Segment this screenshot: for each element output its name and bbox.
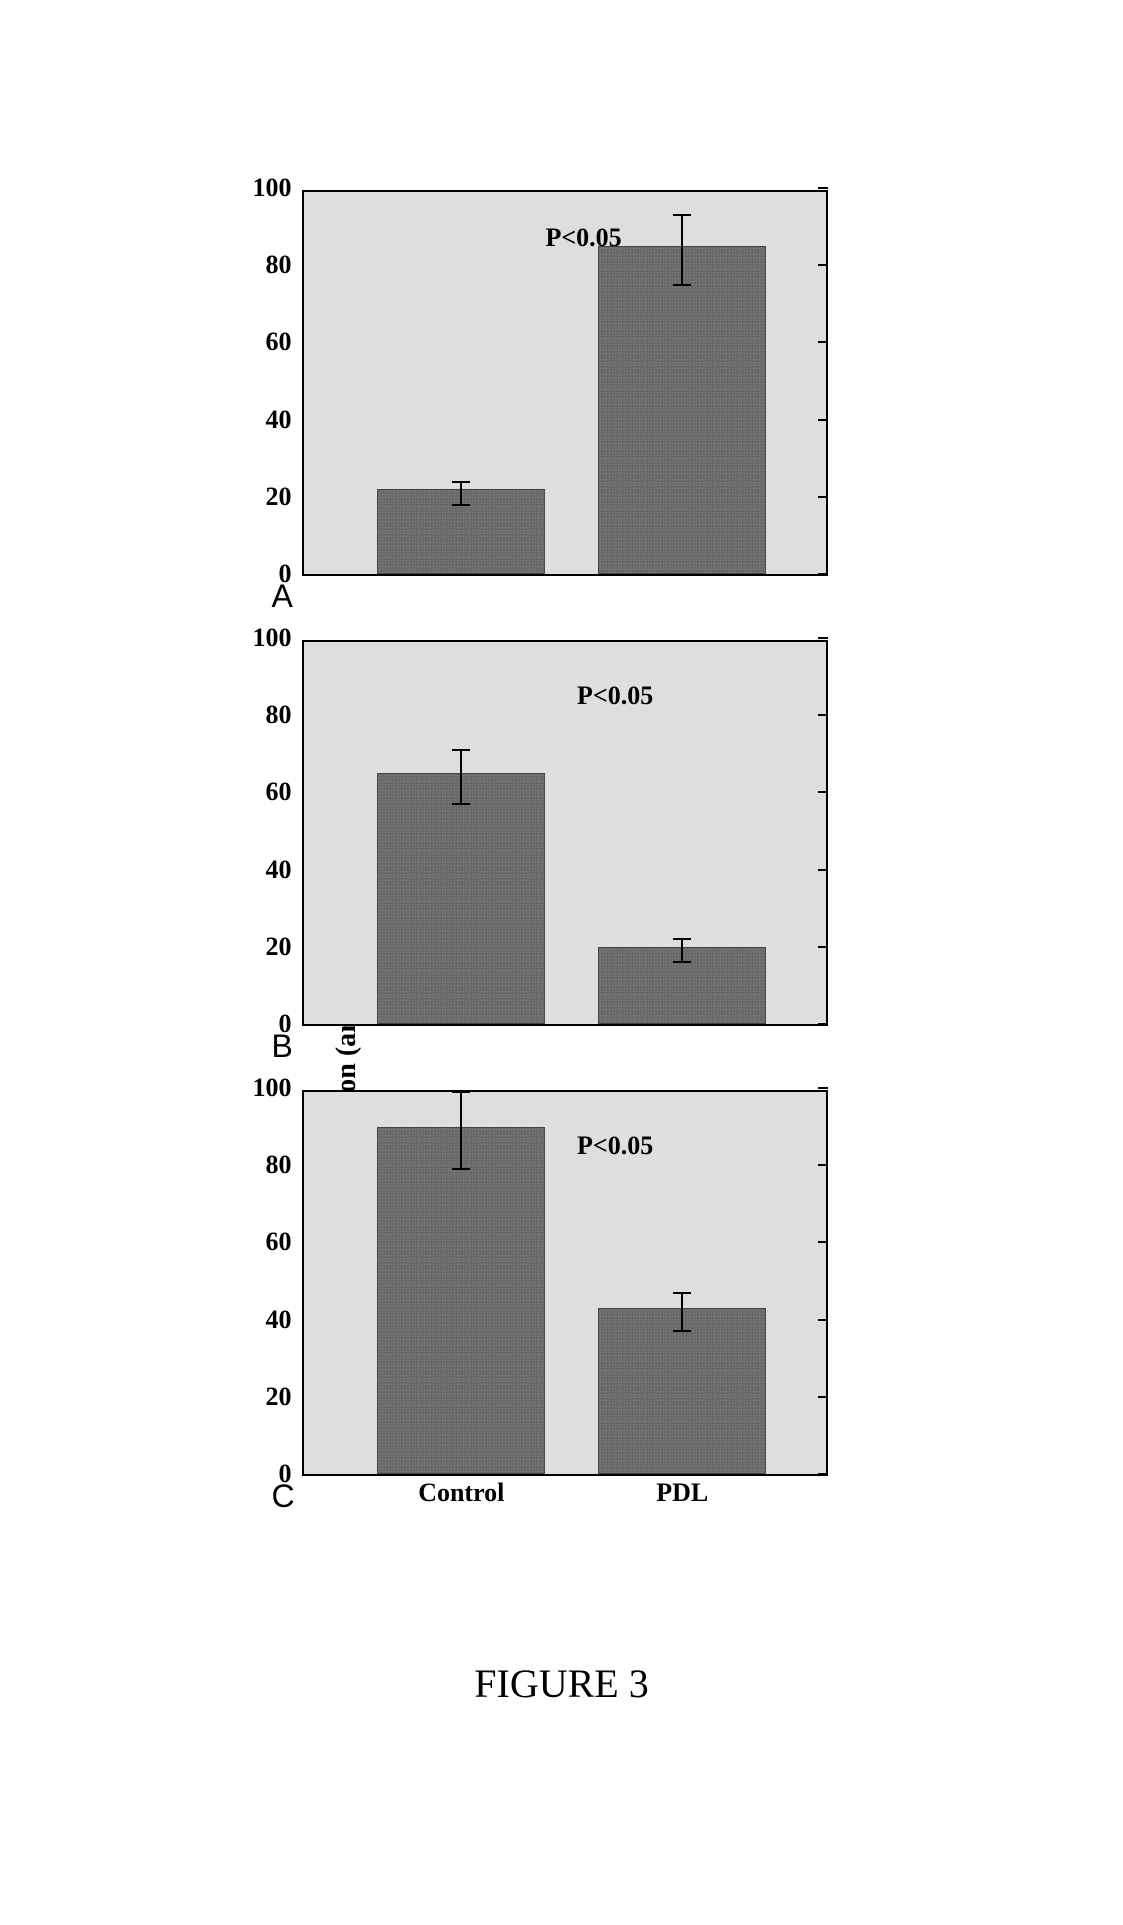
- y-tick-label: 100: [253, 623, 304, 653]
- y-tick-label: 80: [266, 250, 304, 280]
- y-tick-label: 60: [266, 327, 304, 357]
- y-tick-mark: [818, 1319, 828, 1321]
- p-value-annotation: P<0.05: [545, 223, 621, 253]
- error-cap: [673, 938, 691, 940]
- error-bar: [460, 482, 462, 505]
- y-tick-mark: [818, 419, 828, 421]
- y-tick-label: 40: [266, 405, 304, 435]
- error-bar: [460, 750, 462, 804]
- panel-C: 020406080100ControlPDLP<0.05C: [212, 1080, 912, 1520]
- error-cap: [673, 1292, 691, 1294]
- y-tick-label: 60: [266, 777, 304, 807]
- error-cap: [673, 961, 691, 963]
- error-cap: [452, 749, 470, 751]
- panel-letter: B: [272, 1028, 293, 1065]
- y-tick-label: 80: [266, 1150, 304, 1180]
- panel-A: 020406080100P<0.05A: [212, 180, 912, 620]
- y-tick-mark: [818, 946, 828, 948]
- y-tick-mark: [818, 187, 828, 189]
- y-tick-label: 20: [266, 482, 304, 512]
- y-tick-label: 80: [266, 700, 304, 730]
- y-tick-label: 100: [253, 1073, 304, 1103]
- y-tick-label: 60: [266, 1227, 304, 1257]
- y-tick-mark: [818, 637, 828, 639]
- plot-area: 020406080100P<0.05: [302, 640, 828, 1026]
- x-category-label: PDL: [656, 1474, 708, 1508]
- error-bar: [681, 215, 683, 284]
- panel-B: 020406080100P<0.05B: [212, 630, 912, 1070]
- error-cap: [673, 214, 691, 216]
- y-tick-mark: [818, 1396, 828, 1398]
- y-tick-mark: [818, 1241, 828, 1243]
- error-bar: [681, 1293, 683, 1332]
- error-cap: [452, 1091, 470, 1093]
- y-tick-label: 40: [266, 1305, 304, 1335]
- p-value-annotation: P<0.05: [577, 681, 653, 711]
- error-cap: [452, 504, 470, 506]
- panel-letter: A: [272, 578, 293, 615]
- y-tick-label: 20: [266, 1382, 304, 1412]
- bar: [377, 1127, 545, 1474]
- page: Reg I mRNA expression (arbitrary OD unit…: [0, 0, 1123, 1925]
- bar: [598, 1308, 766, 1474]
- y-tick-mark: [818, 1164, 828, 1166]
- error-cap: [673, 284, 691, 286]
- y-tick-mark: [818, 573, 828, 575]
- error-bar: [681, 939, 683, 962]
- y-tick-label: 20: [266, 932, 304, 962]
- y-tick-label: 100: [253, 173, 304, 203]
- plot-area: 020406080100ControlPDLP<0.05: [302, 1090, 828, 1476]
- plot-area: 020406080100P<0.05: [302, 190, 828, 576]
- y-tick-mark: [818, 791, 828, 793]
- error-bar: [460, 1092, 462, 1169]
- bar: [598, 246, 766, 574]
- y-tick-mark: [818, 869, 828, 871]
- error-cap: [673, 1330, 691, 1332]
- y-tick-mark: [818, 341, 828, 343]
- error-cap: [452, 1168, 470, 1170]
- figure-caption: FIGURE 3: [474, 1660, 648, 1707]
- x-category-label: Control: [418, 1474, 504, 1508]
- error-cap: [452, 803, 470, 805]
- p-value-annotation: P<0.05: [577, 1131, 653, 1161]
- figure-wrap: Reg I mRNA expression (arbitrary OD unit…: [212, 180, 912, 1530]
- y-tick-mark: [818, 1473, 828, 1475]
- y-tick-mark: [818, 496, 828, 498]
- y-tick-label: 40: [266, 855, 304, 885]
- panel-letter: C: [272, 1478, 295, 1515]
- error-cap: [452, 481, 470, 483]
- y-tick-mark: [818, 714, 828, 716]
- y-tick-mark: [818, 1087, 828, 1089]
- y-tick-mark: [818, 1023, 828, 1025]
- y-tick-mark: [818, 264, 828, 266]
- bar: [377, 773, 545, 1024]
